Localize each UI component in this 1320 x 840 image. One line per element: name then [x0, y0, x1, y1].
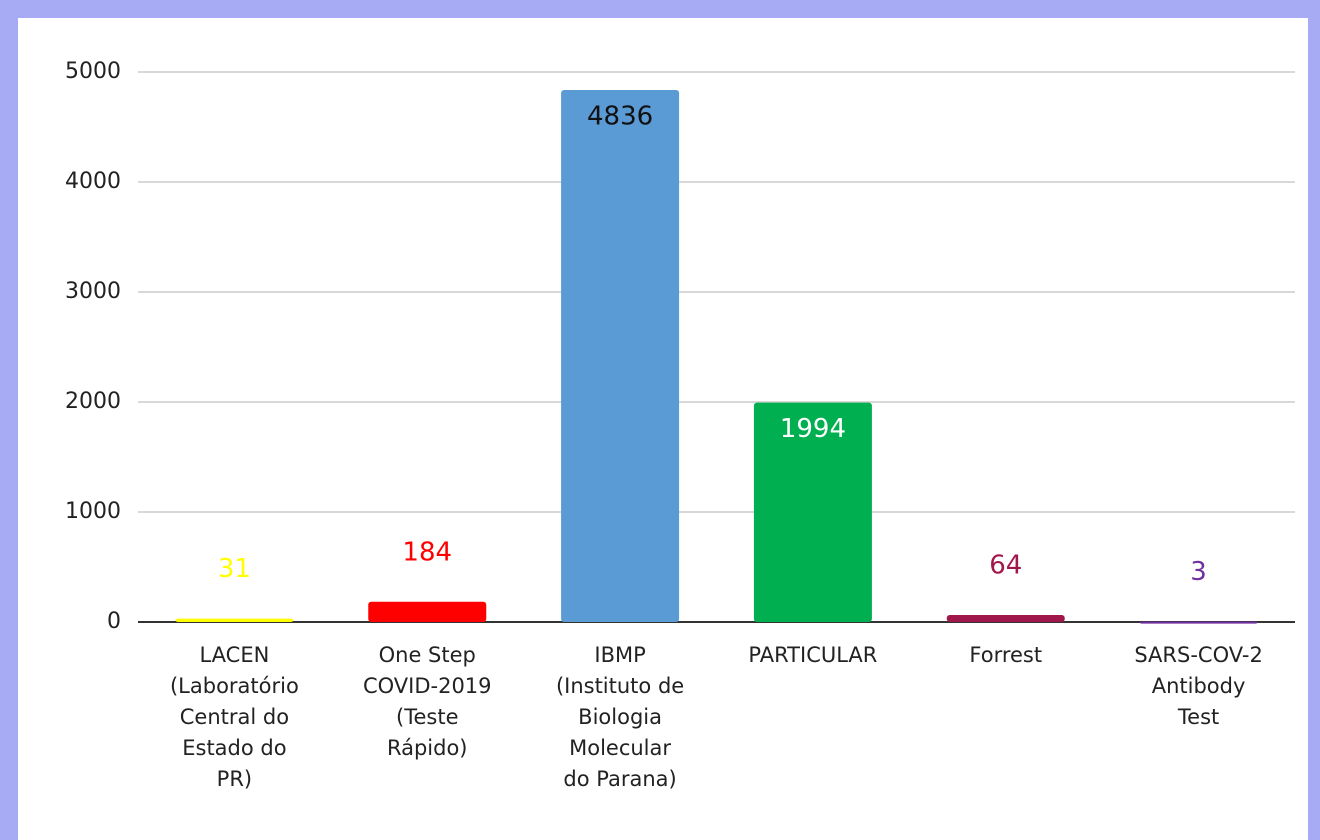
- data-label: 64: [989, 550, 1022, 580]
- x-tick-label: PARTICULAR: [748, 643, 878, 667]
- chart-frame: 0 1000 2000 3000 4000 5000 31 184 4836 1994 64 3 LA…: [18, 18, 1308, 840]
- y-tick-label: 1000: [65, 499, 121, 524]
- y-tick-label: 4000: [65, 169, 121, 194]
- bar: [561, 90, 680, 623]
- y-tick-label: 5000: [65, 59, 121, 84]
- bar: [1139, 621, 1258, 624]
- x-tick-label: LACEN (Laboratório Central do Estado do …: [169, 643, 299, 791]
- data-label: 4836: [587, 102, 653, 132]
- bar: [753, 402, 872, 622]
- data-label: 1994: [780, 414, 846, 444]
- y-tick-label: 0: [107, 609, 121, 634]
- bar: [175, 618, 294, 622]
- data-label: 184: [402, 537, 452, 567]
- bar: [946, 614, 1065, 622]
- bar: [368, 601, 487, 622]
- x-tick-label: SARS-COV-2 Antibody Test: [1134, 643, 1263, 729]
- y-tick-label: 3000: [65, 279, 121, 304]
- chart: 0 1000 2000 3000 4000 5000 31 184 4836 1994 64 3: [65, 59, 1295, 634]
- data-label: 3: [1190, 557, 1207, 587]
- x-tick-label: IBMP (Instituto de Biologia Molecular do…: [555, 643, 685, 791]
- y-tick-label: 2000: [65, 389, 121, 414]
- x-tick-label: Forrest: [969, 643, 1043, 667]
- x-tick-label: One Step COVID-2019 (Teste Rápido): [362, 643, 492, 760]
- data-label: 31: [218, 554, 251, 584]
